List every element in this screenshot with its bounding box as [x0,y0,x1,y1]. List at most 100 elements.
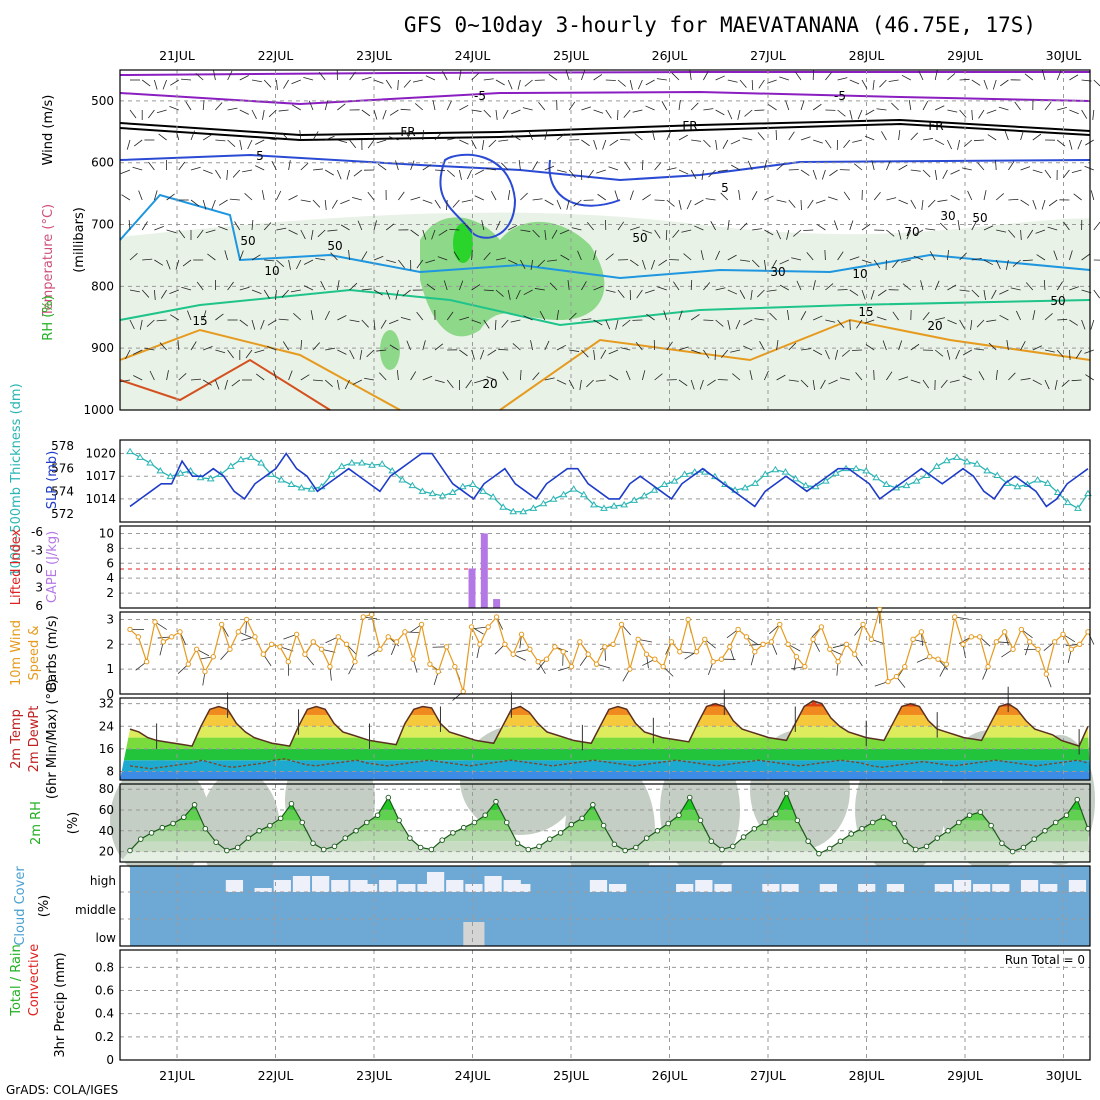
wind-barb [886,371,893,381]
cape-side-label: CAPE (J/kg) [45,531,60,603]
wind-barb [361,251,368,261]
bottom-date-axis: 21JUL 22JUL 23JUL 24JUL 25JUL 26JUL 27JUL 28JUL… [159,1068,1081,1083]
wind10m-point [1051,639,1058,645]
wind-barb [549,282,558,291]
wind-barb [873,259,881,269]
wind-barb [888,79,899,82]
wind-barb [331,199,338,209]
wind-barb [190,378,201,381]
isotherm-line [119,328,401,411]
wind-barb [300,340,303,351]
wind-barb [1090,190,1095,201]
thickness-point [388,466,397,474]
rh-point [342,835,349,841]
wind-barb [495,257,506,261]
wind-barb [379,372,387,381]
wind10m-point [193,646,200,652]
wind-barb [422,375,433,381]
wind-barb [690,379,695,390]
wind-barb [278,109,289,112]
temp-band [120,726,1090,738]
wind-barb [310,310,314,321]
li-tick-label: 3 [35,581,43,595]
wind-barb [410,160,415,171]
wind-barb [300,229,306,240]
wind-barb [498,139,509,142]
rh-point [1009,848,1016,855]
wind-barb [128,220,131,231]
wind-barb [852,139,863,143]
wind-barb [1054,379,1058,390]
wind-barb [586,221,594,231]
rh-shade-bright [453,223,473,263]
wind-barb [471,109,482,112]
wind-barb [388,319,399,325]
wind-barb [229,198,240,201]
wind-barb [1032,199,1037,210]
wind-barb [739,79,747,88]
wind10m-point [493,614,500,620]
wind-barb [148,161,155,171]
wind-barb [324,100,329,111]
wind-barb [494,319,497,331]
cloud-high-block [1068,880,1087,892]
wind10m-point [827,646,833,652]
wind-barb [1047,226,1058,231]
wind-barb [800,199,802,211]
wind10m-point [885,678,891,685]
wind-barb [620,347,631,351]
wind-barb [1048,199,1058,207]
wind-barb [141,221,148,231]
wind-barb [962,349,972,356]
isotherm-line [119,71,1090,76]
wind-barb [617,221,625,231]
wind-barb [148,109,155,119]
wind-barb [581,318,592,321]
wind-barb [459,169,462,180]
wind-barb [190,341,197,351]
wind-barb [446,199,448,211]
wind-barb [300,162,309,171]
wind-barb [992,79,997,90]
wind-barb [816,224,826,231]
wind10m-point [368,611,375,618]
cloud-high-block [254,888,272,892]
wind-barb [548,73,558,81]
wind-barb [467,169,472,180]
wind-barb [820,379,826,389]
wind-barb [291,79,301,85]
wind-barb [231,379,241,387]
wind-barb [276,259,285,267]
wind-barb [1084,165,1094,171]
wind-barb [947,73,956,81]
wind-barb [898,130,901,141]
cloud-level-label: low [96,931,117,945]
wind-barb [925,228,936,231]
wind-barb [218,226,228,231]
wind-barb [507,190,511,201]
wind-barb [293,313,302,321]
wind-barb [215,349,226,354]
thickness-point [993,471,1002,478]
thickness-point [801,481,810,489]
wind-barb [524,79,533,87]
cloud-high-block [379,880,397,892]
slp-tick-label: 1014 [85,492,116,506]
wind-barb [382,109,387,120]
wind-barb [950,194,960,201]
cape-tick-label: 10 [99,526,114,540]
wind10m-point [843,641,850,648]
wind10m-point [927,654,933,660]
wind-barb [397,79,399,91]
wind-barb [654,229,661,239]
wind-barb [446,379,454,389]
cloud-high-block [465,884,483,892]
thickness-point [741,483,750,491]
wind-barb [364,377,375,381]
wind-barb [1084,349,1094,354]
wind-barb [654,162,662,171]
wind-barb [1061,379,1070,387]
wind-barb [971,79,981,86]
wind10m-point [218,621,225,628]
wind-barb [703,349,710,359]
